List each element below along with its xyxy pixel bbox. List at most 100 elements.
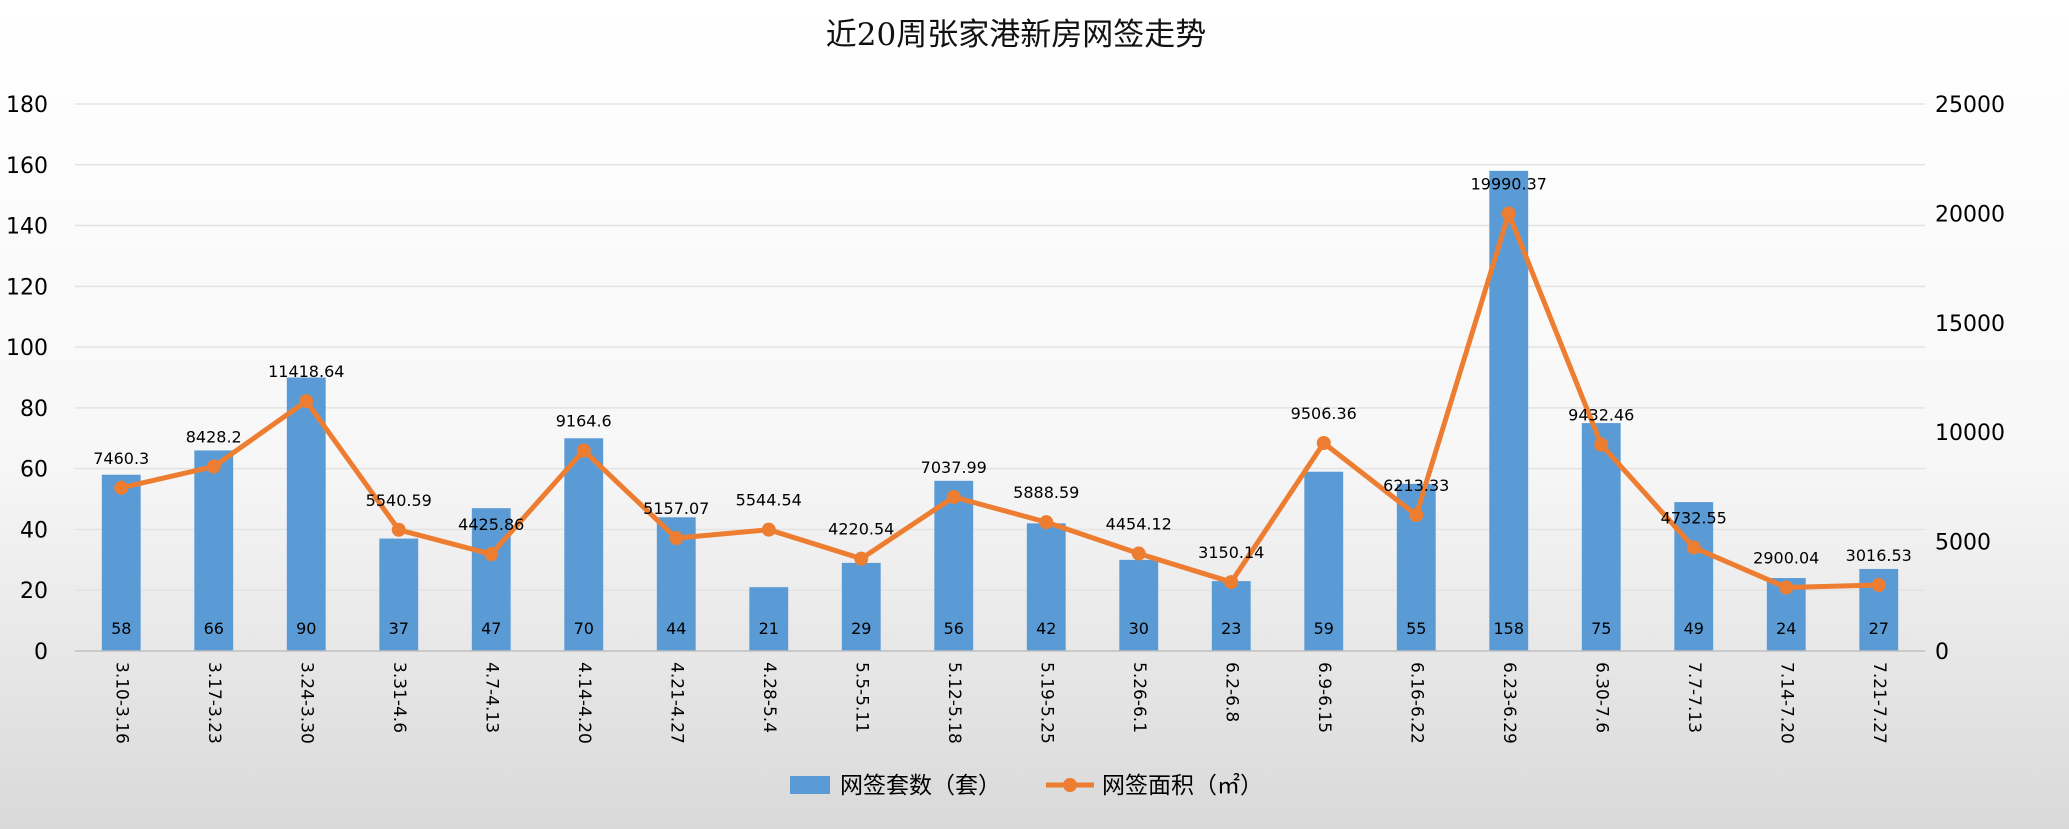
- bar: [564, 438, 604, 651]
- line-marker: [761, 522, 776, 537]
- bar: [1304, 471, 1344, 651]
- line-value-label: 9506.36: [1291, 404, 1357, 423]
- bar-value-label: 37: [389, 619, 409, 638]
- x-tick-label: 7.21-7.27: [1869, 662, 1889, 744]
- line-value-label: 9164.6: [556, 411, 612, 430]
- x-tick-label: 6.16-6.22: [1406, 662, 1426, 744]
- bar-value-label: 75: [1591, 619, 1611, 638]
- line-marker: [1316, 436, 1331, 451]
- y-left-tick-label: 0: [34, 640, 48, 665]
- bar: [471, 508, 511, 651]
- bar-value-label: 47: [481, 619, 501, 638]
- bar-value-label: 49: [1684, 619, 1704, 638]
- line-value-label: 7037.99: [921, 458, 987, 477]
- legend-line-marker: [1063, 778, 1077, 792]
- bar-value-label: 90: [296, 619, 316, 638]
- line-marker: [1871, 577, 1886, 592]
- bar: [841, 562, 881, 651]
- bar-value-label: 23: [1221, 619, 1241, 638]
- bar-value-label: 58: [111, 619, 131, 638]
- y-left-tick-label: 160: [6, 154, 48, 179]
- x-tick-label: 5.26-6.1: [1129, 662, 1149, 733]
- x-tick-label: 3.31-4.6: [389, 662, 409, 733]
- bar: [194, 450, 234, 651]
- bar-series: [101, 170, 1899, 651]
- data-labels: 58 66 90 37 47 70 44 21 29 56 42 30 23 59 55 158 75 49 24 2…: [93, 175, 1912, 638]
- bar-value-label: 27: [1869, 619, 1889, 638]
- line-value-label: 5157.07: [643, 499, 709, 518]
- x-tick-label: 3.24-3.30: [296, 662, 316, 744]
- x-tick-label: 6.23-6.29: [1499, 662, 1519, 744]
- bar-value-label: 44: [666, 619, 686, 638]
- line-marker: [114, 480, 129, 495]
- x-tick-label: 4.21-4.27: [666, 662, 686, 744]
- y-left-tick-label: 120: [6, 275, 48, 300]
- line-marker: [206, 459, 221, 474]
- line-marker: [1686, 540, 1701, 555]
- line-path: [120, 211, 1879, 591]
- line-marker: [1039, 515, 1054, 530]
- line-value-label: 6213.33: [1383, 476, 1449, 495]
- bar-value-label: 66: [204, 619, 224, 638]
- line-marker: [391, 522, 406, 537]
- bar: [934, 480, 974, 651]
- bar: [1026, 523, 1066, 651]
- line-marker: [576, 443, 591, 458]
- line-value-label: 5540.59: [366, 491, 432, 510]
- x-tick-label: 7.7-7.13: [1684, 662, 1704, 733]
- y-left-tick-label: 140: [6, 215, 48, 240]
- line-marker: [1131, 546, 1146, 561]
- line-value-label: 7460.3: [93, 449, 149, 468]
- y-right-tick-label: 20000: [1935, 202, 2005, 227]
- y-left-tick-label: 60: [20, 458, 48, 483]
- x-tick-label: 3.10-3.16: [111, 662, 131, 744]
- y-right-tick-label: 5000: [1935, 531, 1991, 556]
- line-value-label: 4220.54: [828, 520, 894, 539]
- x-tick-label: 6.9-6.15: [1314, 662, 1334, 733]
- y-right-tick-label: 15000: [1935, 312, 2005, 337]
- x-tick-label: 6.30-7.6: [1591, 662, 1611, 733]
- y-left-tick-label: 40: [20, 518, 48, 543]
- line-value-label: 5888.59: [1013, 483, 1079, 502]
- bar: [379, 538, 419, 651]
- line-marker: [1501, 206, 1516, 221]
- bar-value-label: 56: [944, 619, 964, 638]
- y-left-tick-label: 180: [6, 93, 48, 118]
- y-right-tick-label: 0: [1935, 640, 1949, 665]
- y-left-tick-label: 20: [20, 579, 48, 604]
- line-marker: [1594, 437, 1609, 452]
- bar: [1211, 581, 1251, 651]
- bar: [1119, 559, 1159, 651]
- line-marker: [1224, 575, 1239, 590]
- x-tick-label: 5.12-5.18: [944, 662, 964, 744]
- legend: 网签套数（套） 网签面积（㎡）: [790, 773, 1263, 799]
- legend-bar-label: 网签套数（套）: [840, 773, 1001, 799]
- x-tick-label: 3.17-3.23: [204, 662, 224, 744]
- x-tick-label: 5.5-5.11: [851, 662, 871, 733]
- bar-value-label: 29: [851, 619, 871, 638]
- y-left-tick-label: 100: [6, 336, 48, 361]
- bar-value-label: 70: [574, 619, 594, 638]
- line-marker: [484, 547, 499, 562]
- line-value-label: 4454.12: [1106, 515, 1172, 534]
- line-value-label: 2900.04: [1753, 549, 1819, 568]
- x-tick-label: 6.2-6.8: [1221, 662, 1241, 722]
- bar-value-label: 30: [1129, 619, 1149, 638]
- bar: [101, 474, 141, 651]
- line-value-label: 8428.2: [186, 428, 242, 447]
- legend-line-label: 网签面积（㎡）: [1102, 773, 1263, 799]
- x-tick-label: 5.19-5.25: [1036, 662, 1056, 744]
- line-marker: [1409, 508, 1424, 523]
- x-tick-label: 4.14-4.20: [574, 662, 594, 744]
- line-marker: [299, 394, 314, 409]
- legend-bar-swatch: [790, 776, 830, 794]
- line-value-label: 11418.64: [268, 362, 344, 381]
- bar-value-label: 42: [1036, 619, 1056, 638]
- bar-value-label: 158: [1493, 619, 1524, 638]
- line-value-label: 5544.54: [736, 491, 802, 510]
- line-value-label: 4425.86: [458, 515, 524, 534]
- x-tick-label: 7.14-7.20: [1776, 662, 1796, 744]
- bar-value-label: 21: [759, 619, 779, 638]
